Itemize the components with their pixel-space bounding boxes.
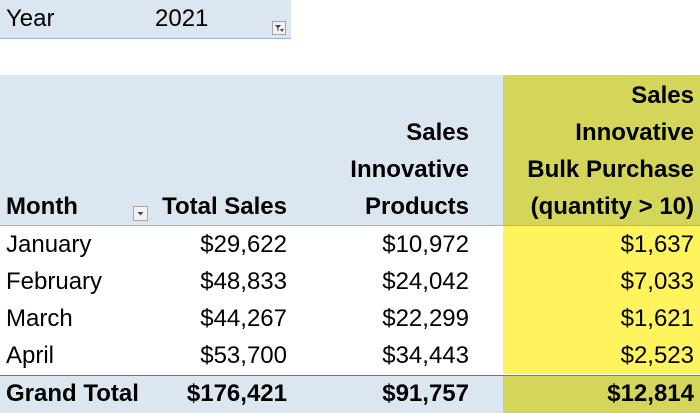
header-innovative-products: Sales Innovative Products	[350, 114, 469, 225]
grand-total-sales[interactable]: $176,421	[186, 380, 287, 407]
grand-total-label[interactable]: Grand Total	[6, 380, 139, 407]
innovative-products-cell[interactable]: $22,299	[382, 305, 469, 332]
header-total-sales: Total Sales	[162, 193, 287, 220]
filter-icon[interactable]	[272, 21, 286, 35]
month-cell[interactable]: January	[6, 231, 92, 258]
total-sales-cell[interactable]: $53,700	[200, 342, 287, 369]
header-month: Month	[6, 193, 78, 220]
total-sales-cell[interactable]: $29,622	[200, 231, 287, 258]
dropdown-arrow-icon[interactable]	[133, 206, 148, 221]
grand-total-innovative[interactable]: $91,757	[382, 380, 469, 407]
filter-value-year: 2021	[155, 5, 209, 32]
header-innovative-line: Products	[364, 193, 469, 220]
table-row: April $53,700 $34,443 $2,523	[0, 337, 700, 374]
bulk-purchase-cell[interactable]: $1,621	[620, 305, 694, 332]
bulk-purchase-cell[interactable]: $1,637	[620, 231, 694, 258]
header-bulk-line: Sales	[631, 82, 694, 109]
header-bulk-line: Innovative	[575, 119, 694, 146]
innovative-products-cell[interactable]: $10,972	[382, 231, 469, 258]
header-bulk-line: Bulk Purchase	[527, 156, 694, 183]
header-band	[0, 75, 503, 226]
table-row: January $29,622 $10,972 $1,637	[0, 226, 700, 263]
header-innovative-line: Sales	[406, 119, 469, 146]
grand-total-bulk[interactable]: $12,814	[607, 380, 694, 407]
table-row: February $48,833 $24,042 $7,033	[0, 263, 700, 300]
grand-total-row: Grand Total $176,421 $91,757 $12,814	[0, 375, 700, 413]
month-cell[interactable]: April	[6, 342, 55, 369]
header-innovative-line: Innovative	[350, 156, 469, 183]
month-cell[interactable]: February	[6, 268, 103, 295]
data-rows: January $29,622 $10,972 $1,637 February …	[0, 226, 700, 374]
total-sales-cell[interactable]: $44,267	[200, 305, 287, 332]
header-bulk-purchase: Sales Innovative Bulk Purchase (quantity…	[527, 77, 694, 225]
bulk-purchase-cell[interactable]: $7,033	[620, 268, 694, 295]
month-cell[interactable]: March	[6, 305, 73, 332]
table-row: March $44,267 $22,299 $1,621	[0, 300, 700, 337]
header-bulk-line: (quantity > 10)	[530, 193, 694, 220]
innovative-products-cell[interactable]: $34,443	[382, 342, 469, 369]
report-filter-row: Year 2021	[0, 0, 291, 39]
filter-label-year: Year	[6, 5, 55, 32]
bulk-purchase-cell[interactable]: $2,523	[620, 342, 694, 369]
innovative-products-cell[interactable]: $24,042	[382, 268, 469, 295]
total-sales-cell[interactable]: $48,833	[200, 268, 287, 295]
header-highlight	[503, 75, 700, 226]
